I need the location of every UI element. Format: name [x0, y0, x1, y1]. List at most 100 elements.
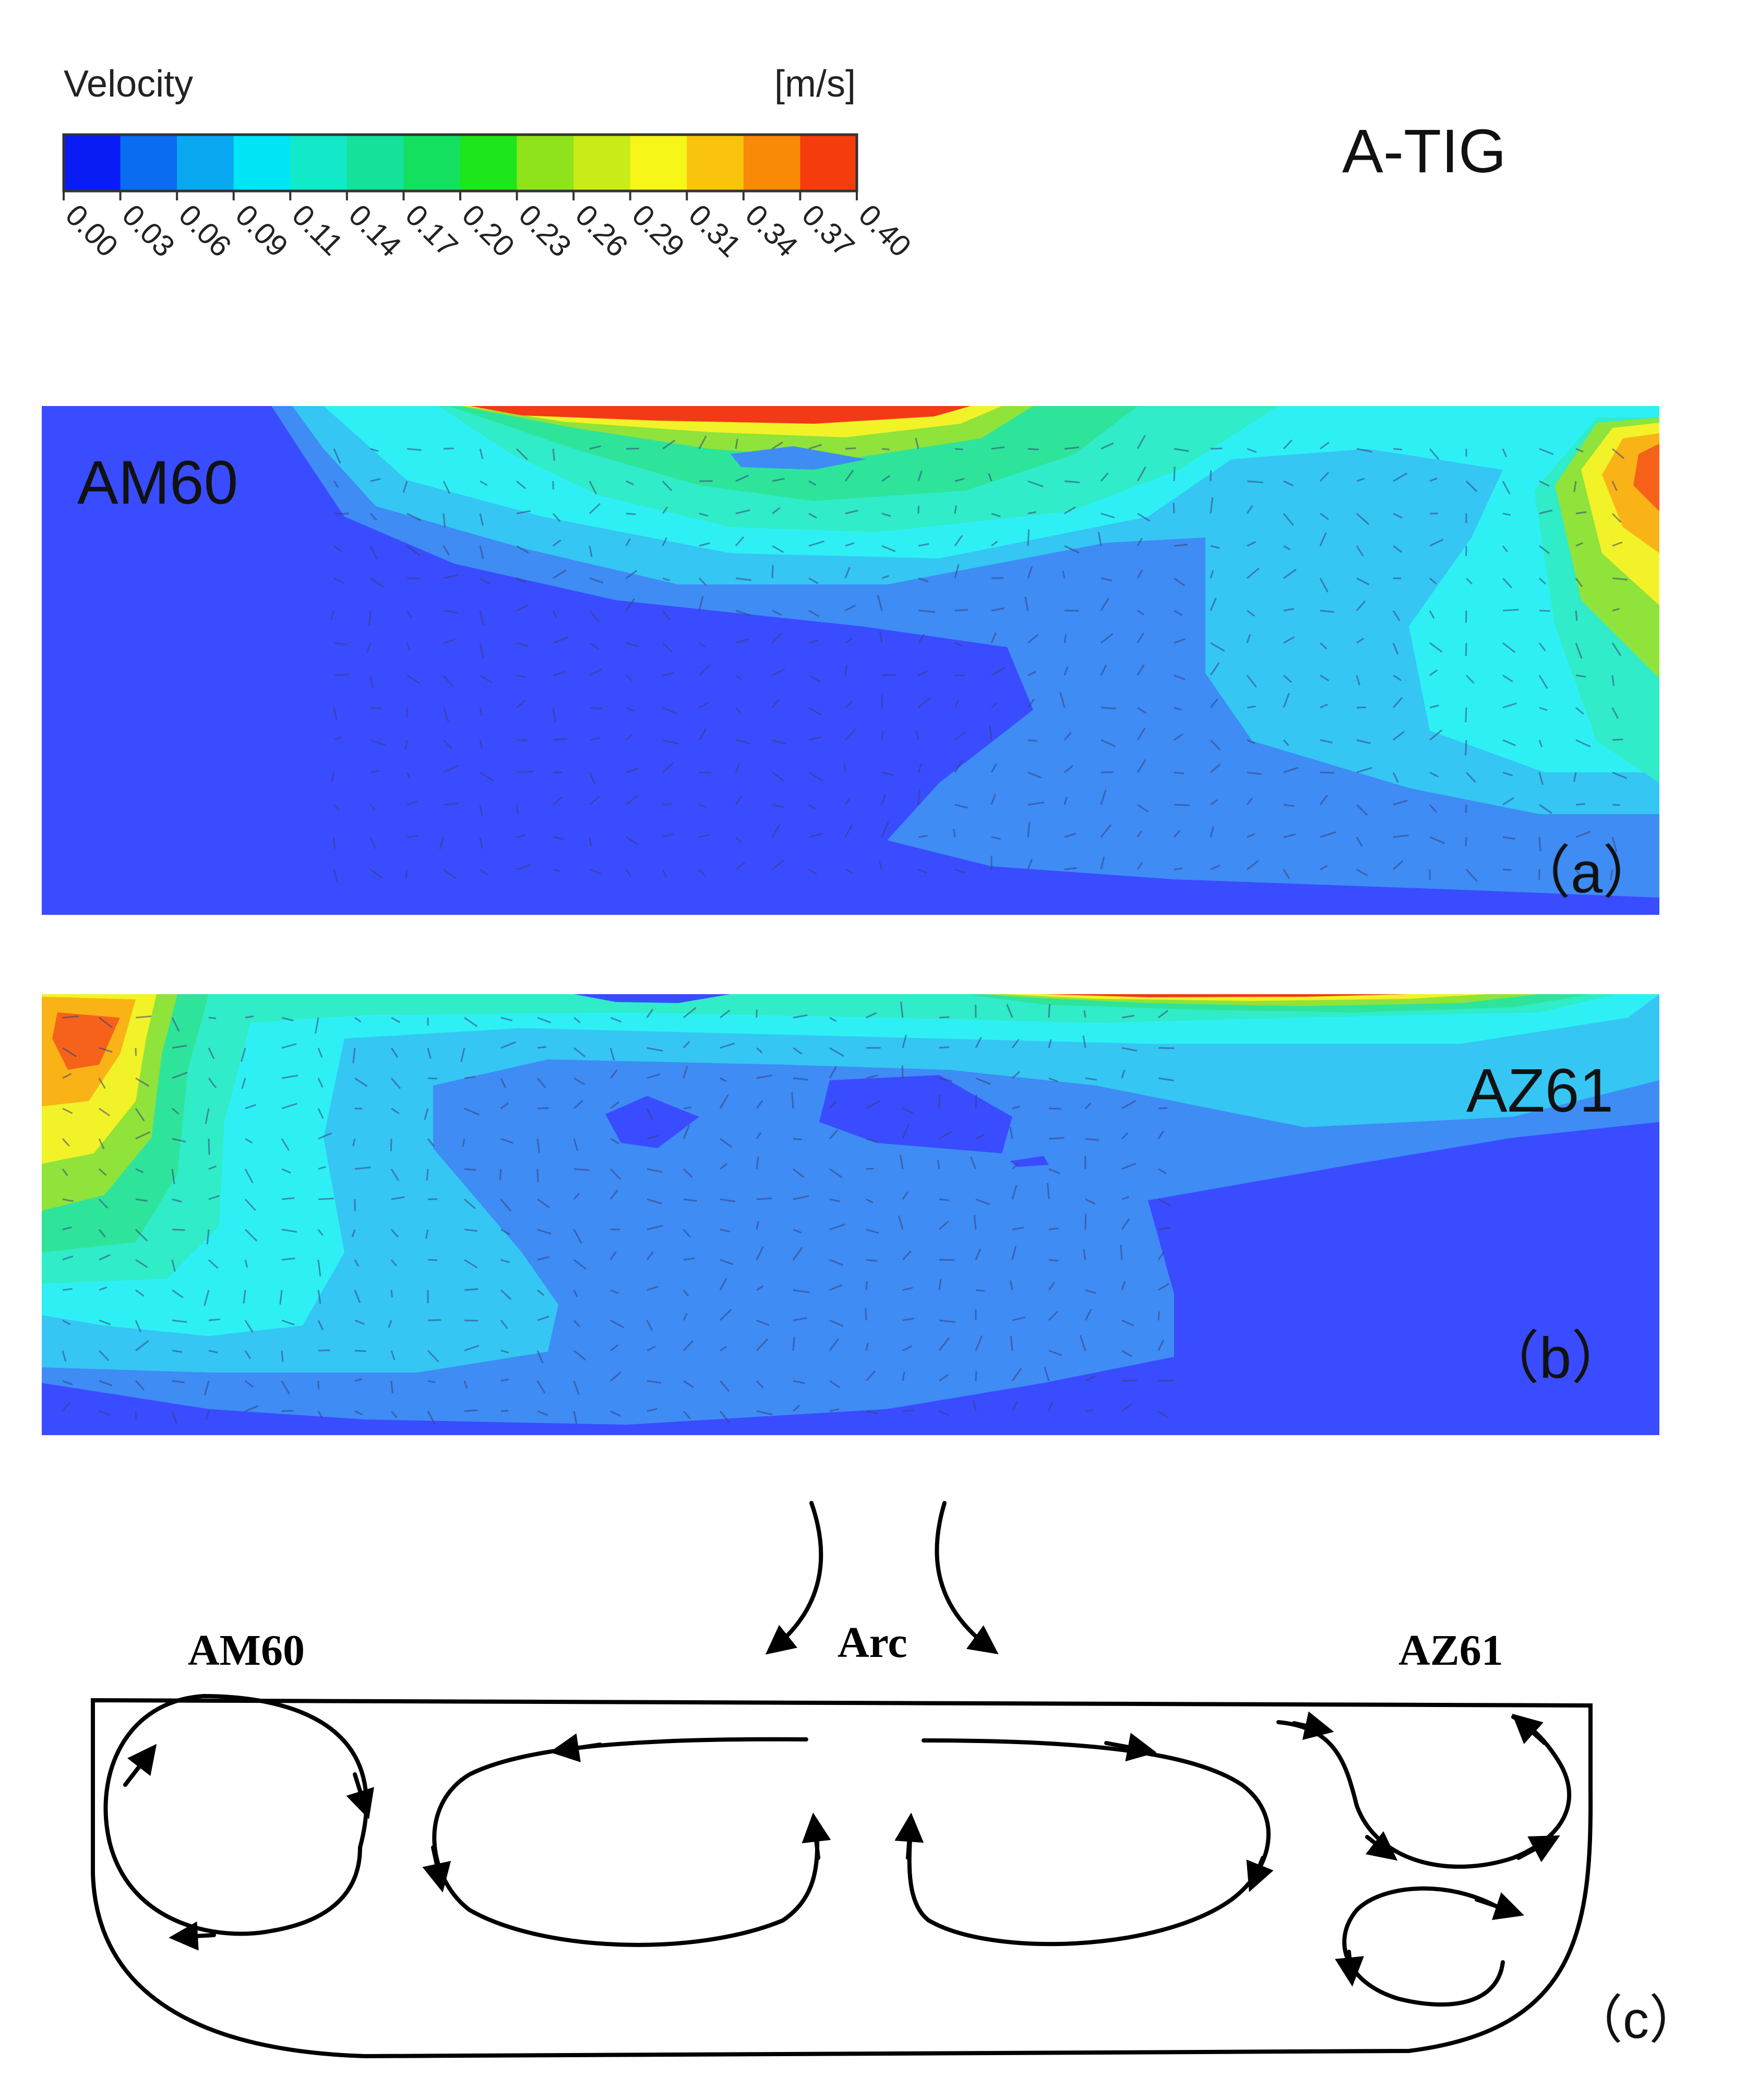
velocity-vector: [390, 1168, 399, 1181]
velocity-vector: [829, 1338, 840, 1351]
velocity-vector: [1283, 545, 1290, 551]
velocity-vector: [1320, 674, 1330, 682]
velocity-vector: [1011, 1163, 1019, 1170]
velocity-vector: [1356, 478, 1365, 482]
velocity-vector: [1101, 707, 1117, 710]
velocity-vector: [537, 1410, 548, 1416]
panel-a-region-14: [1633, 444, 1659, 511]
velocity-vector: [1356, 739, 1371, 744]
velocity-vector: [573, 1168, 590, 1171]
velocity-vector: [1575, 803, 1586, 806]
velocity-vector: [735, 862, 746, 870]
velocity-vector: [499, 1168, 502, 1180]
velocity-vector: [135, 1077, 150, 1087]
velocity-vector: [1246, 505, 1253, 514]
velocity-vector: [479, 707, 483, 716]
velocity-vector: [1048, 1350, 1062, 1356]
legend-swatch: [687, 135, 744, 191]
panel-b: [42, 994, 1659, 1435]
velocity-vector: [354, 1077, 368, 1087]
velocity-vector: [1538, 577, 1547, 585]
velocity-vector: [610, 1289, 619, 1294]
legend-tick-label: 0.14: [342, 198, 408, 264]
velocity-vector: [516, 739, 528, 742]
velocity-vector: [1121, 1196, 1129, 1200]
velocity-vector: [500, 1289, 512, 1300]
velocity-vector: [553, 636, 569, 644]
velocity-vector: [1121, 1218, 1130, 1230]
panel-b-region-15: [605, 1096, 699, 1148]
velocity-vector: [771, 565, 774, 579]
velocity-vector: [500, 1378, 509, 1382]
velocity-vector: [683, 1125, 690, 1139]
velocity-vector: [1157, 1340, 1164, 1351]
velocity-vector: [1121, 1403, 1133, 1412]
velocity-vector: [1575, 448, 1584, 453]
velocity-vector: [829, 1066, 838, 1079]
velocity-vector: [808, 540, 825, 547]
velocity-vector: [1157, 1311, 1160, 1321]
weld-pool-outline: [91, 1698, 1593, 2059]
velocity-vector: [1121, 1015, 1135, 1019]
velocity-vector: [808, 771, 823, 782]
velocity-vector: [1011, 1401, 1018, 1412]
velocity-vector: [1247, 771, 1262, 775]
velocity-vector: [536, 1350, 544, 1364]
velocity-vector: [1320, 512, 1329, 520]
velocity-vector: [772, 507, 781, 515]
velocity-vector: [772, 442, 783, 450]
velocity-vector: [844, 728, 857, 741]
velocity-vector: [135, 1340, 149, 1352]
velocity-vector: [406, 772, 411, 780]
panel-b-caption: （b）: [1482, 1326, 1629, 1390]
velocity-vector: [939, 1077, 952, 1082]
velocity-vector: [662, 739, 679, 745]
velocity-vector: [552, 610, 557, 618]
velocity-vector: [333, 707, 338, 721]
velocity-vector: [1085, 1138, 1099, 1141]
velocity-vector: [1538, 837, 1541, 852]
velocity-vector: [772, 610, 782, 616]
velocity-vector: [1247, 833, 1255, 838]
velocity-vector: [917, 789, 920, 805]
velocity-vector: [1575, 674, 1586, 678]
velocity-vector: [405, 869, 408, 879]
velocity-vector: [1027, 671, 1036, 676]
velocity-vector: [99, 1380, 113, 1387]
velocity-vector: [404, 739, 408, 750]
legend-tick-label: 0.17: [399, 198, 464, 264]
velocity-vector: [1575, 578, 1583, 588]
velocity-vector: [1210, 739, 1221, 750]
az61-upper-vortex-arrow-3: [1516, 1835, 1560, 1863]
panel-b-region-17: [1010, 1156, 1049, 1167]
velocity-vector: [427, 1077, 437, 1080]
velocity-vector: [735, 796, 742, 805]
panel-c: [91, 1501, 1593, 2059]
velocity-vector: [699, 701, 710, 709]
velocity-vector: [369, 545, 378, 559]
velocity-vector: [1210, 598, 1217, 611]
velocity-vector: [845, 509, 858, 515]
velocity-vector: [241, 1047, 246, 1062]
velocity-vector: [1575, 707, 1584, 715]
velocity-vector: [1027, 771, 1042, 779]
velocity-vector: [720, 1138, 733, 1148]
velocity-vector: [844, 797, 851, 805]
velocity-vector: [1121, 1100, 1137, 1109]
velocity-vector: [771, 633, 783, 644]
velocity-vector: [244, 1259, 248, 1268]
legend-tick-label: 0.31: [682, 198, 748, 264]
velocity-vector: [500, 1041, 516, 1049]
velocity-vector: [698, 595, 704, 611]
velocity-vector: [1539, 804, 1552, 814]
velocity-vector: [480, 480, 488, 486]
velocity-vector: [1210, 642, 1225, 652]
velocity-vector: [427, 1411, 436, 1425]
velocity-vector: [62, 1288, 73, 1291]
velocity-vector: [954, 505, 957, 514]
velocity-vector: [1121, 1350, 1132, 1357]
velocity-vector: [1137, 727, 1146, 741]
velocity-vector: [990, 763, 997, 773]
velocity-vector: [756, 1319, 770, 1326]
velocity-vector: [281, 1138, 290, 1151]
